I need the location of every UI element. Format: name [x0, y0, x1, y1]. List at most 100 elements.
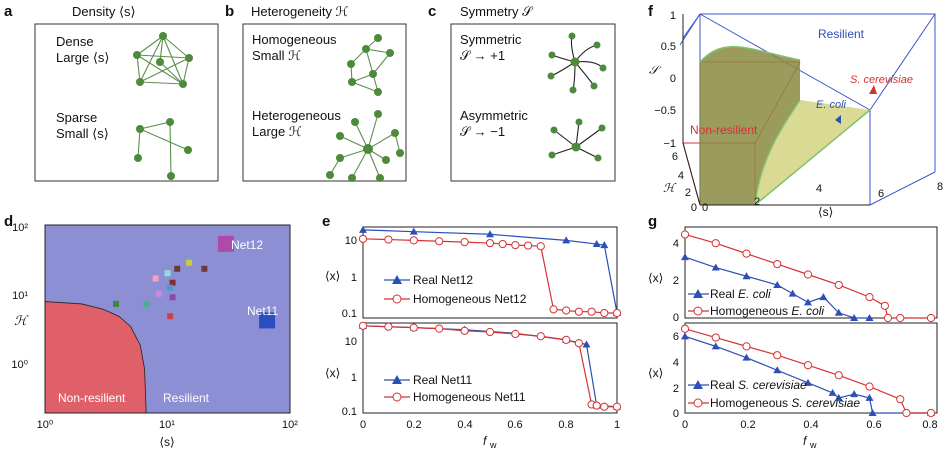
e-top-homog-point-14 — [600, 308, 609, 318]
g-bot-homog-point-8 — [902, 408, 911, 418]
panel-g-bottom-plot — [680, 324, 936, 418]
f-xtick-6: 6 — [878, 188, 884, 200]
asymmetric-network-graph — [548, 118, 606, 162]
g-top-legend-homog-text: Homogeneous — [710, 304, 791, 318]
panel-letter-g: g — [648, 213, 657, 230]
g-top-legend: Real E. coli Homogeneous E. coli — [688, 287, 824, 318]
d-xtick-100: 10² — [282, 419, 298, 431]
g-bot-ytick-2: 2 — [673, 383, 679, 395]
panel-g-top-plot — [680, 230, 936, 323]
d-ytick-10: 10¹ — [12, 290, 28, 302]
g-top-homog-point-10 — [926, 313, 936, 323]
network-point-11 — [113, 300, 120, 307]
f-scerevisiae-label: S. cerevisiae — [850, 74, 913, 86]
e-top-homog-point-5 — [485, 238, 495, 248]
e-xlabel: f — [483, 434, 488, 448]
network-point-2 — [174, 265, 181, 272]
g-top-ytick-0: 0 — [673, 312, 679, 324]
f-nonresilient-label: Non-resilient — [690, 123, 758, 137]
network-point-3 — [186, 259, 193, 266]
f-ztick-m1: −1 — [663, 138, 676, 150]
sparse-network-graph — [134, 118, 192, 180]
g-bot-homog-point-7 — [896, 395, 905, 404]
e-xtick-08: 0.8 — [558, 419, 573, 431]
e-top-homog-point-12 — [574, 307, 584, 316]
e-top-homog-point-11 — [562, 306, 571, 315]
e-top-homog-point-2 — [409, 236, 418, 245]
e-xtick-06: 0.6 — [507, 419, 522, 431]
f-zlabel: 𝒮 — [649, 63, 662, 77]
network-point-4 — [201, 265, 208, 272]
panel-b-top-label-2: Small ℋ — [252, 48, 301, 63]
panel-f: f — [648, 3, 943, 219]
network-point-6 — [152, 275, 159, 282]
g-bot-legend-homog-text: Homogeneous — [710, 396, 791, 410]
panel-g: g 4 2 0 6 4 2 0 0 0.2 0.4 0.6 0.8 ⟨x⟩ ⟨x… — [648, 213, 938, 450]
panel-c-title: Symmetry 𝒮 — [460, 4, 534, 19]
g-xtick-04: 0.4 — [803, 419, 818, 431]
e-xtick-1: 1 — [614, 419, 620, 431]
e-top-homog-point-6 — [498, 239, 507, 249]
e-bot-homog-point-3 — [435, 324, 444, 333]
g-top-homog-point-0 — [680, 230, 690, 239]
g-bot-real-point-8 — [865, 393, 874, 401]
e-xlabel-sub: w — [489, 440, 497, 450]
panel-a-bottom-label-2: Small ⟨s⟩ — [56, 126, 109, 141]
panel-b-bottom-label-1: Heterogeneous — [252, 108, 341, 123]
e-top-homog-point-0 — [358, 234, 368, 243]
e-top-legend-real: Real Net12 — [413, 273, 473, 287]
g-xtick-0: 0 — [682, 419, 688, 431]
panel-letter-a: a — [4, 3, 13, 20]
e-xtick-02: 0.2 — [406, 419, 421, 431]
d-xtick-10: 10¹ — [159, 419, 175, 431]
g-top-real-point-3 — [773, 280, 782, 288]
g-top-homog-point-5 — [834, 280, 843, 290]
network-point-10 — [169, 294, 176, 301]
e-bot-homog-point-5 — [485, 327, 495, 337]
g-bot-ytick-6: 6 — [673, 331, 679, 343]
g-bot-homog-point-5 — [834, 371, 843, 380]
e-top-series-line-1 — [362, 238, 617, 314]
g-top-legend-homog: Homogeneous E. coli — [710, 304, 824, 318]
g-top-homog-point-6 — [865, 293, 874, 302]
g-bot-legend-real-text: Real — [710, 378, 738, 392]
panel-g-top-frame — [684, 226, 938, 319]
g-bot-series-line-1 — [684, 328, 931, 414]
g-top-homog-point-7 — [880, 301, 889, 310]
panel-e: e 10 1 0.1 10 1 0.1 0 0.2 0.4 0.6 0.8 1 … — [322, 213, 622, 450]
e-top-ylabel: ⟨x⟩ — [325, 269, 340, 283]
e-top-homog-point-10 — [549, 305, 558, 314]
f-ztick-05: 0.5 — [661, 41, 676, 53]
g-bot-real-point-9 — [868, 409, 877, 416]
dense-network-graph — [133, 32, 193, 88]
panel-c: c Symmetry 𝒮 Symmetric 𝒮 → +1 Asymmetric… — [428, 3, 616, 182]
symmetric-network-graph — [547, 32, 607, 94]
e-bot-ytick-01: 0.1 — [342, 406, 357, 418]
triangle-marker-icon — [392, 275, 402, 284]
e-xtick-0: 0 — [360, 419, 366, 431]
g-bot-real-point-6 — [834, 393, 843, 401]
g-bot-real-point-5 — [828, 388, 837, 396]
g-top-homog-point-8 — [883, 313, 893, 323]
f-ytick-0: 0 — [691, 202, 697, 214]
g-bot-real-point-4 — [804, 378, 812, 386]
g-bot-legend-real: Real S. cerevisiae — [710, 378, 807, 392]
panel-d-frame — [44, 224, 291, 414]
point-net11 — [259, 312, 276, 329]
panel-a-top-label-1: Dense — [56, 34, 94, 49]
f-resilient-label: Resilient — [818, 27, 865, 41]
f-ytick-6: 6 — [672, 151, 678, 163]
f-ylabel: ℋ — [663, 181, 677, 195]
e-bot-homog-point-6 — [511, 329, 520, 339]
f-xtick-4: 4 — [816, 183, 822, 195]
e-top-homog-point-15 — [612, 308, 622, 318]
homogeneous-network-graph — [347, 34, 394, 96]
e-bot-homog-point-11 — [592, 401, 601, 410]
e-bot-homog-point-4 — [460, 326, 469, 335]
e-top-ytick-01: 0.1 — [342, 308, 357, 320]
panel-letter-e: e — [322, 213, 330, 230]
e-top-ytick-10: 10 — [345, 235, 357, 247]
panel-a-top-label-2: Large ⟨s⟩ — [56, 50, 110, 65]
g-top-homog-point-9 — [896, 313, 905, 323]
